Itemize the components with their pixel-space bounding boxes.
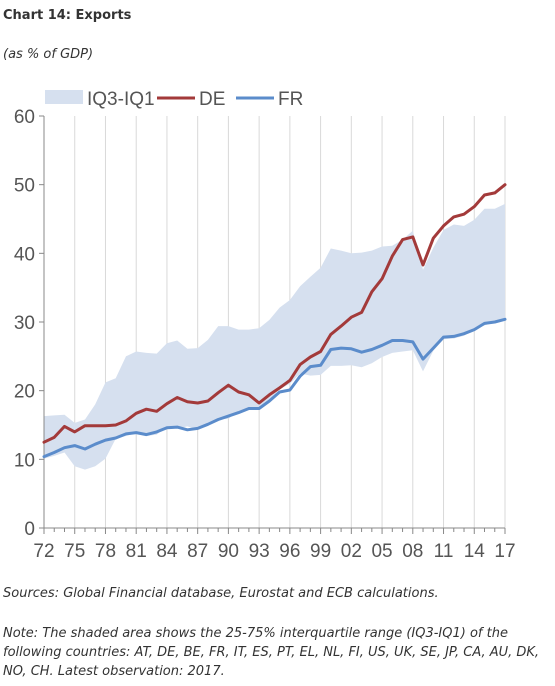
x-tick-labels: 72 75 78 81 84 87 90 93 96 99 02 05 08 11 14 17 — [33, 541, 515, 562]
x-tick-label: 75 — [64, 541, 85, 562]
series-lines — [42, 183, 507, 459]
x-tick-label: 05 — [371, 541, 392, 562]
y-tick-label: 30 — [14, 313, 35, 334]
legend-label-band: IQ3-IQ1 — [87, 89, 155, 110]
x-tick-label: 72 — [33, 541, 54, 562]
y-tick-label: 10 — [14, 450, 35, 471]
x-tick-label: 96 — [279, 541, 300, 562]
series-line-fr — [42, 317, 507, 459]
x-tick-label: 02 — [341, 541, 362, 562]
note-text: Note: The shaded area shows the 25-75% i… — [3, 626, 540, 679]
series-line-de — [42, 183, 507, 444]
x-tick-label: 93 — [249, 541, 270, 562]
x-tick-label: 17 — [494, 541, 515, 562]
y-tick-label: 60 — [14, 107, 35, 128]
iq-range-band — [44, 203, 505, 470]
exports-chart: 0 10 20 30 40 50 60 72 75 78 81 84 87 90 93 96 99 02 05 08… — [14, 89, 516, 562]
sources-text: Sources: Global Financial database, Euro… — [3, 586, 439, 601]
x-tick-label: 99 — [310, 541, 331, 562]
y-tick-label: 0 — [24, 519, 35, 540]
x-tick-label: 78 — [95, 541, 116, 562]
x-tick-label: 84 — [156, 541, 178, 562]
legend-label-de: DE — [199, 89, 225, 110]
x-tick-label: 14 — [464, 541, 486, 562]
chart-subtitle: (as % of GDP) — [3, 47, 94, 62]
legend: IQ3-IQ1 DE FR — [45, 89, 303, 110]
x-tick-label: 08 — [402, 541, 423, 562]
legend-label-fr: FR — [278, 89, 303, 110]
x-tick-label: 81 — [126, 541, 147, 562]
legend-swatch-band — [45, 90, 83, 104]
x-tick-label: 11 — [434, 541, 454, 562]
y-tick-label: 40 — [14, 244, 35, 265]
x-tick-label: 87 — [187, 541, 208, 562]
chart-title: Chart 14: Exports — [3, 8, 132, 23]
y-tick-label: 50 — [14, 176, 35, 197]
y-tick-labels: 0 10 20 30 40 50 60 — [14, 107, 35, 540]
y-tick-label: 20 — [14, 382, 35, 403]
axes — [39, 115, 506, 534]
x-tick-label: 90 — [218, 541, 239, 562]
